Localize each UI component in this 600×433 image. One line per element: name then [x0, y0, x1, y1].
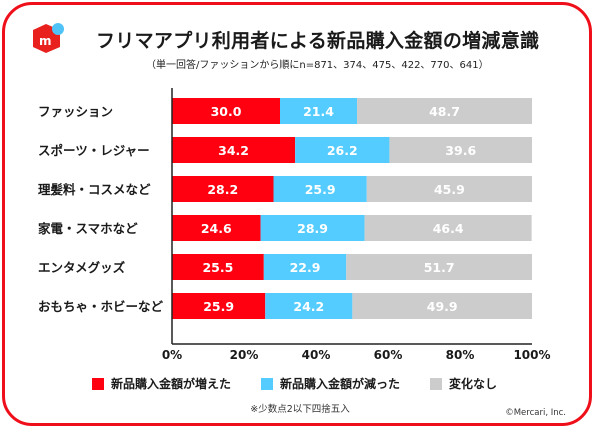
bar-no-change [389, 137, 532, 163]
chart-frame [2, 2, 592, 426]
bar-increased [172, 215, 261, 241]
bar-no-change [352, 293, 532, 319]
category-label: 理髪料・コスメなど [38, 182, 151, 197]
legend-label-no-change: 変化なし [449, 377, 498, 391]
category-label: ファッション [38, 104, 113, 119]
copyright: ©Mercari, Inc. [505, 408, 566, 418]
legend-swatch-increased [92, 377, 104, 390]
bar-decreased [273, 176, 367, 202]
bar-no-change [357, 98, 532, 124]
x-tick-label: 80% [446, 348, 475, 362]
legend-item-decreased: 新品購入金額が減った [261, 375, 400, 392]
legend-swatch-decreased [261, 377, 274, 390]
rounding-note: ※少数点2以下四捨五入 [250, 404, 350, 415]
bar-no-change [346, 254, 532, 280]
category-label: おもちゃ・ホビーなど [38, 299, 164, 314]
bar-increased [172, 176, 274, 202]
bar-decreased [295, 137, 390, 163]
bar-value-label: 28.9 [297, 221, 328, 236]
bar-value-label: 48.7 [429, 104, 460, 119]
bar-value-label: 21.4 [303, 104, 334, 119]
bar-value-label: 25.5 [202, 260, 233, 275]
category-label: 家電・スマホなど [38, 221, 138, 236]
chart-title: フリマアプリ利用者による新品購入金額の増減意識 [96, 30, 540, 52]
bar-value-label: 24.6 [201, 221, 232, 236]
x-tick-label: 40% [302, 348, 331, 362]
bar-value-label: 49.9 [427, 299, 458, 314]
bar-increased [172, 293, 266, 319]
bar-value-label: 30.0 [211, 104, 242, 119]
mercari-logo-icon: m [33, 23, 64, 53]
bar-value-label: 39.6 [445, 143, 476, 158]
bar-value-label: 26.2 [327, 143, 358, 158]
svg-text:m: m [39, 34, 52, 48]
bar-increased [172, 254, 264, 280]
bar-value-label: 28.2 [207, 182, 238, 197]
bar-no-change [366, 176, 532, 202]
x-tick-label: 60% [374, 348, 403, 362]
legend-item-increased: 新品購入金額が増えた [92, 375, 231, 392]
legend-label-decreased: 新品購入金額が減った [280, 377, 401, 391]
bar-decreased [260, 215, 365, 241]
bar-decreased [263, 254, 347, 280]
legend-label-increased: 新品購入金額が増えた [111, 377, 232, 391]
x-tick-label: 0% [162, 348, 182, 362]
legend-item-no-change: 変化なし [430, 375, 497, 392]
bar-value-label: 45.9 [434, 182, 465, 197]
legend-swatch-no-change [430, 377, 443, 390]
bar-value-label: 46.4 [433, 221, 464, 236]
bar-value-label: 25.9 [305, 182, 336, 197]
bar-no-change [364, 215, 532, 241]
x-tick-label: 20% [230, 348, 259, 362]
bar-increased [172, 98, 280, 124]
bar-value-label: 51.7 [424, 260, 455, 275]
bar-value-label: 22.9 [290, 260, 321, 275]
bar-value-label: 34.2 [218, 143, 249, 158]
category-label: エンタメグッズ [38, 260, 126, 275]
legend: 新品購入金額が増えた 新品購入金額が減った 変化なし [92, 375, 497, 392]
chart-subtitle: （単一回答/ファッションから順にn=871、374、475、422、770、64… [146, 60, 489, 71]
bar-value-label: 25.9 [203, 299, 234, 314]
bar-decreased [280, 98, 358, 124]
bar-value-label: 24.2 [293, 299, 324, 314]
bar-increased [172, 137, 296, 163]
bar-decreased [265, 293, 353, 319]
category-label: スポーツ・レジャー [38, 143, 150, 158]
x-tick-label: 100% [513, 348, 550, 362]
